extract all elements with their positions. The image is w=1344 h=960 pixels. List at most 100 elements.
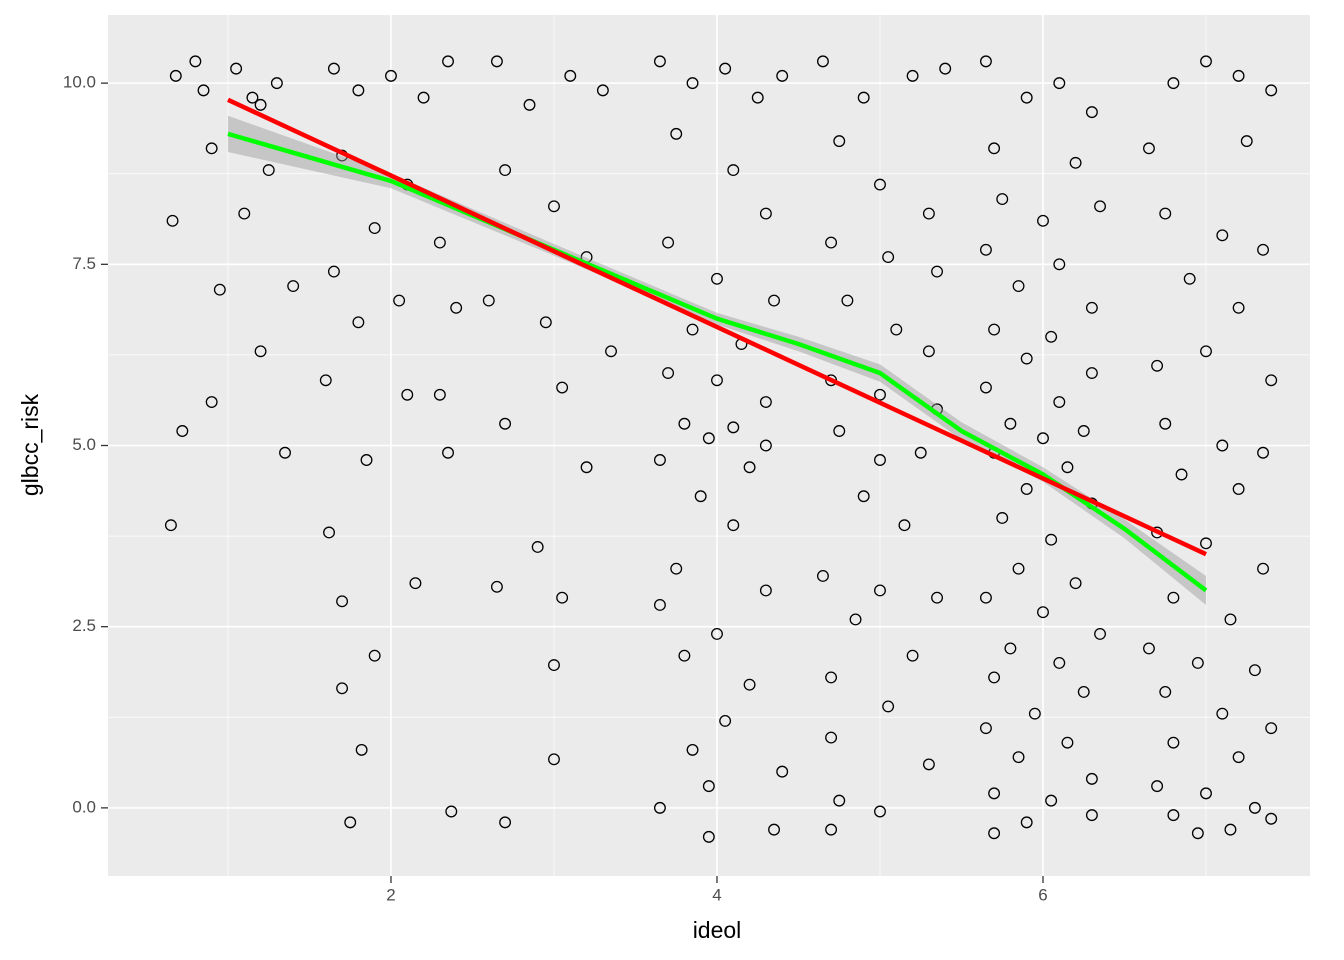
point (874, 388, 886, 401)
point (548, 200, 560, 213)
point (833, 425, 846, 437)
point (922, 345, 935, 358)
point (1167, 736, 1180, 749)
point (1020, 483, 1033, 495)
point (499, 417, 512, 430)
point (1085, 809, 1098, 822)
point (1004, 642, 1017, 655)
point (825, 823, 838, 836)
point (1200, 537, 1212, 550)
point (727, 421, 740, 434)
point (662, 367, 675, 379)
point (719, 62, 732, 75)
point (776, 765, 789, 778)
point (670, 127, 683, 140)
point (759, 396, 772, 408)
point (768, 823, 780, 836)
point (1167, 77, 1180, 90)
point (1077, 425, 1090, 437)
point (254, 345, 267, 358)
point (1224, 613, 1237, 626)
point (711, 374, 723, 387)
point (874, 584, 886, 597)
point (433, 236, 446, 249)
point (360, 454, 373, 466)
point (979, 591, 992, 604)
point (409, 577, 422, 590)
point (213, 283, 226, 296)
point (694, 490, 707, 503)
point (1077, 685, 1090, 698)
point (205, 396, 218, 408)
point (548, 659, 560, 672)
point (849, 613, 862, 626)
point (246, 91, 259, 104)
point (1037, 606, 1049, 619)
point (825, 731, 838, 744)
point (882, 251, 895, 264)
point (442, 55, 454, 68)
point (759, 439, 772, 452)
point (327, 265, 340, 278)
point (1167, 809, 1180, 822)
point (352, 316, 365, 329)
point (874, 454, 886, 466)
point (490, 580, 503, 593)
point (1257, 446, 1270, 459)
point (450, 301, 463, 314)
point (531, 541, 544, 553)
point (205, 142, 218, 155)
point (906, 69, 919, 82)
point (1085, 772, 1098, 785)
x-tick-label: 6 (1038, 885, 1047, 904)
point (825, 671, 838, 684)
point (596, 84, 609, 97)
point (874, 805, 886, 818)
y-axis-title: glbcc_risk (17, 393, 43, 496)
point (670, 562, 683, 575)
x-tick-label: 4 (712, 885, 721, 904)
point (979, 243, 992, 256)
point (1053, 396, 1066, 408)
point (678, 649, 691, 662)
point (523, 98, 536, 111)
point (653, 801, 666, 814)
point (816, 55, 829, 68)
point (1265, 84, 1278, 97)
point (759, 207, 772, 220)
point (931, 591, 943, 604)
point (702, 432, 715, 445)
point (931, 265, 943, 278)
point (166, 214, 179, 227)
point (1045, 330, 1058, 343)
point (1232, 69, 1245, 82)
point (1012, 280, 1025, 293)
point (653, 454, 666, 466)
y-tick-label: 10.0 (63, 73, 96, 92)
point (1085, 367, 1098, 379)
point (176, 425, 189, 437)
point (711, 627, 723, 640)
point (914, 446, 927, 459)
point (825, 236, 838, 249)
point (1257, 243, 1270, 256)
point (1045, 794, 1058, 807)
point (833, 135, 846, 148)
point (906, 649, 919, 662)
point (1045, 533, 1058, 546)
point (1175, 468, 1188, 481)
point (1191, 656, 1204, 669)
point (702, 780, 715, 793)
point (442, 446, 454, 459)
confidence-band (227, 115, 1207, 605)
point (336, 595, 349, 608)
point (1143, 142, 1155, 155)
point (262, 164, 275, 177)
point (548, 753, 560, 766)
point (1004, 417, 1017, 430)
point (401, 388, 414, 401)
point (1200, 345, 1212, 358)
point (323, 526, 335, 539)
point (1094, 200, 1106, 213)
